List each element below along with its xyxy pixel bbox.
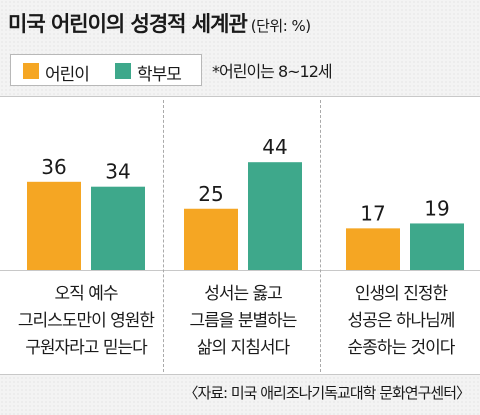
value-label-parents-1: 34 — [105, 160, 130, 184]
age-note: *어린이는 8~12세 — [212, 62, 333, 81]
legend-swatch-children — [23, 63, 39, 79]
source-note: 〈자료: 미국 애리조나기독교대학 문화연구센터〉 — [183, 384, 471, 402]
bar-children-2 — [184, 208, 238, 270]
legend-swatch-parents — [115, 63, 131, 79]
legend-label-children: 어린이 — [45, 65, 90, 85]
category-label-line: 인생의 진정한 — [354, 284, 448, 304]
value-label-children-1: 36 — [41, 155, 66, 179]
bar-children-3 — [346, 228, 400, 270]
category-label-3: 인생의 진정한 성공은 하나님께 순종하는 것이다 — [326, 281, 476, 362]
bar-parents-2 — [248, 162, 302, 270]
category-label-2: 성서는 옳고 그름을 분별하는 삶의 지침서다 — [168, 281, 318, 362]
category-label-line: 성서는 옳고 — [204, 284, 283, 304]
value-label-children-2: 25 — [198, 182, 223, 206]
value-label-parents-2: 44 — [262, 135, 287, 159]
category-label-line: 성공은 하나님께 — [347, 311, 456, 331]
category-label-line: 순종하는 것이다 — [347, 338, 456, 358]
bar-children-1 — [27, 181, 81, 270]
category-label-line: 삶의 지침서다 — [196, 338, 290, 358]
chart-title: 미국 어린이의 성경적 세계관 (단위: %) — [8, 8, 311, 38]
category-label-line: 오직 예수 — [54, 284, 119, 304]
category-divider — [320, 100, 321, 372]
category-label-1: 오직 예수 그리스도만이 영원한 구원자라고 믿는다 — [11, 281, 161, 362]
bar-parents-3 — [410, 223, 464, 270]
category-label-line: 구원자라고 믿는다 — [25, 338, 148, 358]
category-label-area: 오직 예수 그리스도만이 영원한 구원자라고 믿는다 성서는 옳고 그름을 분별… — [0, 271, 480, 375]
unit-label: (단위: %) — [250, 17, 311, 35]
category-label-line: 그름을 분별하는 — [189, 311, 298, 331]
legend-label-parents: 학부모 — [137, 65, 182, 85]
legend: 어린이 학부모 — [10, 54, 202, 86]
title-text: 미국 어린이의 성경적 세계관 — [8, 12, 248, 36]
category-divider — [163, 100, 164, 372]
bar-parents-1 — [91, 186, 145, 270]
value-label-children-3: 17 — [360, 201, 385, 225]
category-label-line: 그리스도만이 영원한 — [17, 311, 155, 331]
value-label-parents-3: 19 — [424, 196, 449, 220]
